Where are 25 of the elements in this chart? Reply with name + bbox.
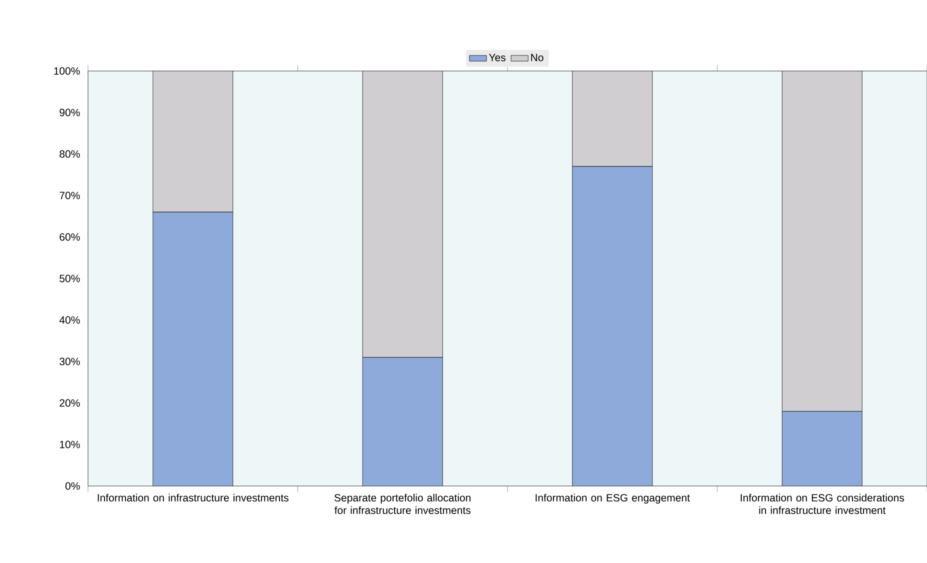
bar [362,357,443,486]
y-tick-label: 10% [60,440,80,448]
x-tick-label: Information on infrastructure investments [98,494,288,502]
bar [572,70,653,167]
legend-label: No [531,54,544,62]
bar [152,212,234,486]
y-tick-label: 80% [60,150,80,158]
y-tick-label: 30% [60,358,80,366]
x-tick-label: Separate portefolio allocation for infrastructure investments [334,494,470,514]
y-tick-label: 50% [60,274,80,282]
x-tick-label: Information on ESG engagement [536,494,690,504]
y-tick-label: 70% [60,192,80,200]
bar [782,411,862,486]
bar [572,166,653,486]
y-tick-label: 90% [60,108,80,116]
bar [362,70,443,358]
x-tick-label: Information on ESG considerations in infrastructure investment [740,494,904,514]
y-tick-label: 60% [60,233,80,241]
bar [152,70,234,212]
bar [782,70,862,412]
y-tick-label: 20% [60,399,80,407]
y-tick-label: 100% [54,67,80,75]
y-tick-label: 40% [59,316,80,324]
y-tick-label: 0% [65,482,80,490]
legend-label: Yes [488,54,506,62]
